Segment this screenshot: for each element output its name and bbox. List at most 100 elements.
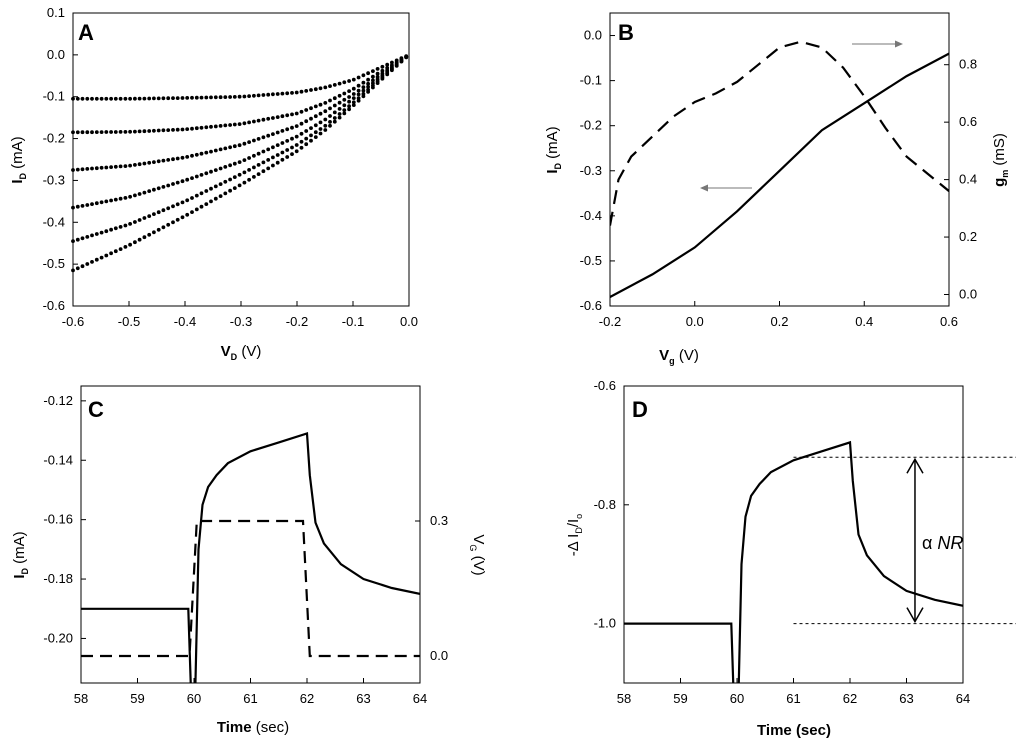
y-tick-label: -0.2 <box>43 131 65 146</box>
data-point <box>342 97 347 102</box>
y-tick-label: -0.5 <box>43 256 65 271</box>
data-point <box>242 141 247 146</box>
data-point <box>142 235 147 240</box>
data-point <box>113 226 118 231</box>
panel-d-y-axis-label: -Δ ID/Io <box>565 514 584 556</box>
data-point <box>366 81 370 86</box>
data-point <box>161 225 166 230</box>
data-point <box>351 100 356 105</box>
data-point <box>294 134 299 139</box>
data-point <box>252 119 256 124</box>
panel-d: D 58 59 60 61 62 63 64 -0.6 -0.8 -1.0 Time (sec)… <box>565 378 1016 739</box>
data-point <box>299 145 304 150</box>
x-tick-label: -0.2 <box>599 314 621 329</box>
data-point <box>71 205 75 210</box>
data-point <box>323 128 328 132</box>
data-point <box>90 166 94 171</box>
y-tick-label: 0.0 <box>584 28 602 43</box>
data-point <box>180 200 185 205</box>
data-point <box>118 196 123 201</box>
data-point <box>275 92 280 96</box>
data-point <box>204 150 209 155</box>
data-point <box>294 90 299 95</box>
data-point <box>256 151 261 156</box>
data-point <box>90 130 94 135</box>
y2-tick-label: 0.4 <box>959 172 977 187</box>
data-point <box>285 148 290 152</box>
data-point <box>242 158 247 163</box>
data-point <box>356 83 361 88</box>
data-point <box>123 223 128 228</box>
data-point <box>342 108 347 112</box>
data-point <box>166 206 171 211</box>
data-point <box>271 116 275 120</box>
data-point <box>242 170 247 175</box>
data-point <box>218 194 223 199</box>
panel-d-x-axis-label: Time (sec) <box>757 722 831 739</box>
data-point <box>75 204 80 209</box>
data-point <box>404 55 409 60</box>
data-point <box>142 161 147 166</box>
data-point <box>113 197 118 202</box>
data-point <box>247 120 252 125</box>
data-point <box>356 98 361 103</box>
data-point <box>75 237 80 242</box>
data-point <box>318 127 323 131</box>
data-point <box>213 168 218 173</box>
data-point <box>180 127 185 132</box>
data-point <box>223 191 228 196</box>
data-point <box>318 131 323 136</box>
data-point <box>285 91 290 96</box>
data-point <box>80 96 85 101</box>
data-point <box>137 218 142 222</box>
data-point <box>309 88 313 92</box>
data-point <box>204 171 209 176</box>
x-tick-label: -0.2 <box>286 314 308 329</box>
data-point <box>351 103 356 107</box>
data-point <box>75 266 80 271</box>
data-point <box>366 71 370 76</box>
data-point <box>332 96 337 101</box>
data-point <box>232 175 237 180</box>
data-point <box>242 180 247 185</box>
data-point <box>128 242 133 247</box>
y2-tick-label: 0.3 <box>430 513 448 528</box>
data-point <box>266 158 271 162</box>
data-point <box>237 122 242 126</box>
data-point <box>313 130 318 135</box>
y-tick-label: -1.0 <box>594 616 616 631</box>
data-point <box>323 101 328 105</box>
data-point <box>142 129 147 134</box>
data-point <box>218 182 223 187</box>
panel-b-letter: B <box>618 20 634 45</box>
data-point <box>80 264 85 269</box>
data-point <box>361 94 366 99</box>
id-solid-line <box>610 52 949 298</box>
data-point <box>237 160 242 165</box>
series-dots <box>71 54 409 172</box>
data-point <box>190 153 194 158</box>
data-point <box>80 236 85 241</box>
data-point <box>242 94 247 99</box>
data-point <box>328 106 332 111</box>
data-point <box>304 119 309 124</box>
x-tick-label: 58 <box>617 691 631 706</box>
data-point <box>161 185 166 189</box>
data-point <box>375 67 380 71</box>
data-point <box>275 143 280 148</box>
data-point <box>371 85 375 90</box>
data-point <box>199 95 204 100</box>
data-point <box>337 100 342 105</box>
data-point <box>299 89 304 94</box>
data-point <box>347 89 351 93</box>
data-point <box>261 93 266 97</box>
data-point <box>347 107 351 112</box>
panel-b-arrow-right <box>852 40 903 48</box>
data-point <box>332 119 337 124</box>
data-point <box>109 251 113 256</box>
data-point <box>104 96 109 101</box>
data-point <box>85 130 90 135</box>
data-point <box>194 95 199 100</box>
data-point <box>99 230 104 235</box>
data-point <box>318 111 323 116</box>
